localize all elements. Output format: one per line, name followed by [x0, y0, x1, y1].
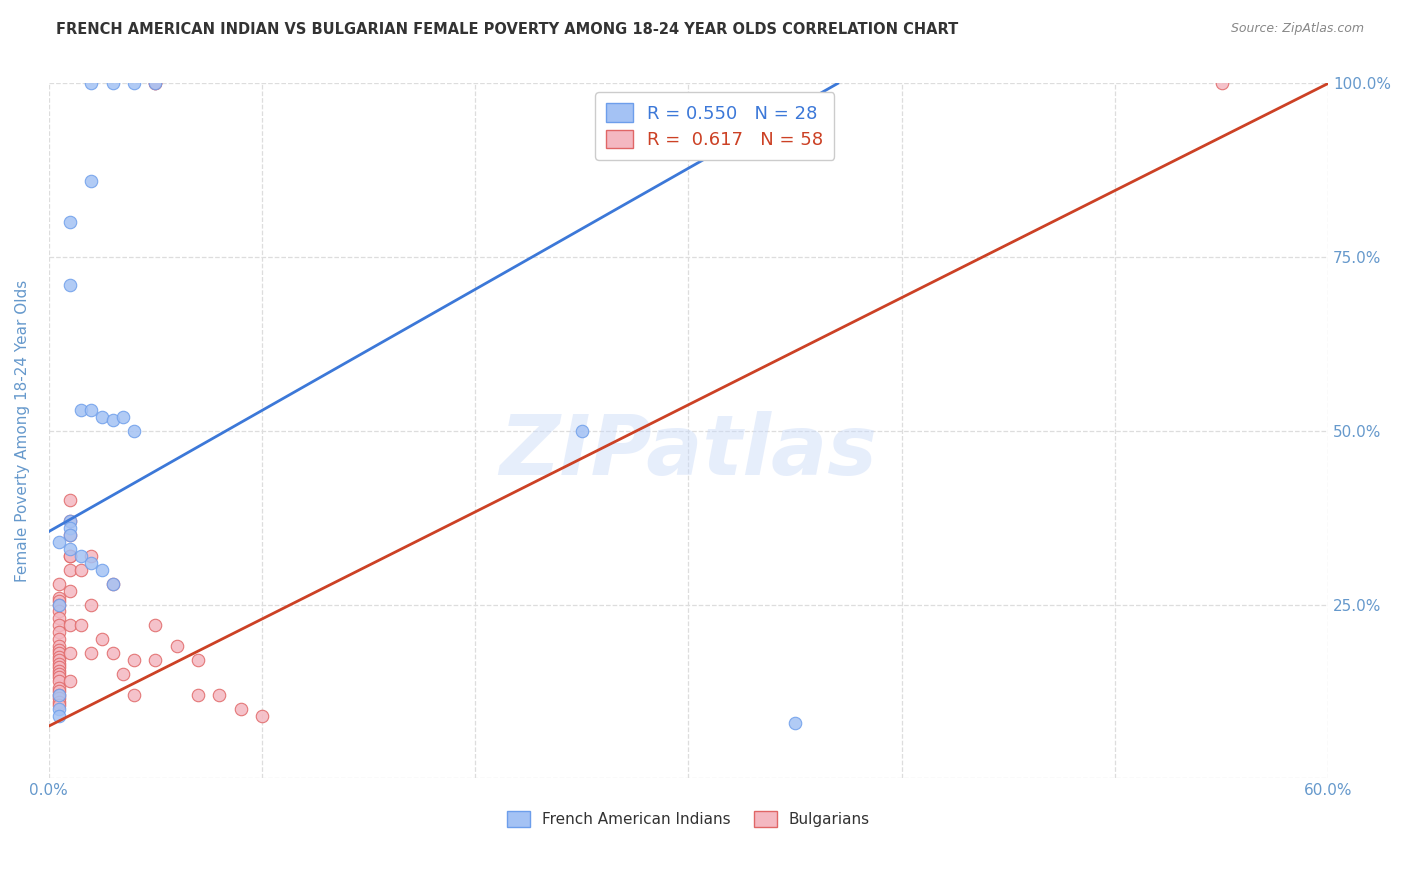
Point — [69, 618, 91, 632]
Point — [48, 598, 70, 612]
Point — [571, 424, 593, 438]
Point — [145, 653, 167, 667]
Point — [101, 576, 124, 591]
Point — [80, 598, 103, 612]
Point — [48, 698, 70, 713]
Point — [122, 424, 145, 438]
Point — [59, 646, 82, 660]
Point — [59, 563, 82, 577]
Point — [69, 403, 91, 417]
Point — [80, 77, 103, 91]
Point — [48, 688, 70, 702]
Point — [59, 673, 82, 688]
Point — [69, 563, 91, 577]
Point — [59, 541, 82, 556]
Point — [48, 598, 70, 612]
Point — [80, 646, 103, 660]
Point — [48, 667, 70, 681]
Point — [48, 671, 70, 685]
Point — [48, 605, 70, 619]
Point — [59, 521, 82, 535]
Text: Source: ZipAtlas.com: Source: ZipAtlas.com — [1230, 22, 1364, 36]
Point — [48, 649, 70, 664]
Point — [59, 514, 82, 528]
Point — [48, 660, 70, 674]
Point — [145, 77, 167, 91]
Point — [48, 611, 70, 625]
Point — [59, 528, 82, 542]
Point — [48, 642, 70, 657]
Point — [59, 493, 82, 508]
Text: FRENCH AMERICAN INDIAN VS BULGARIAN FEMALE POVERTY AMONG 18-24 YEAR OLDS CORRELA: FRENCH AMERICAN INDIAN VS BULGARIAN FEMA… — [56, 22, 959, 37]
Point — [783, 715, 806, 730]
Point — [48, 625, 70, 640]
Point — [101, 413, 124, 427]
Point — [101, 77, 124, 91]
Point — [1211, 77, 1233, 91]
Legend: French American Indians, Bulgarians: French American Indians, Bulgarians — [501, 805, 876, 833]
Point — [166, 639, 188, 653]
Point — [48, 673, 70, 688]
Point — [59, 277, 82, 292]
Point — [91, 632, 114, 647]
Point — [48, 646, 70, 660]
Point — [48, 681, 70, 695]
Point — [187, 653, 209, 667]
Point — [80, 403, 103, 417]
Point — [48, 691, 70, 706]
Point — [101, 576, 124, 591]
Point — [48, 618, 70, 632]
Point — [59, 549, 82, 563]
Point — [122, 653, 145, 667]
Point — [101, 646, 124, 660]
Point — [48, 664, 70, 678]
Point — [59, 528, 82, 542]
Point — [59, 549, 82, 563]
Point — [208, 688, 231, 702]
Y-axis label: Female Poverty Among 18-24 Year Olds: Female Poverty Among 18-24 Year Olds — [15, 280, 30, 582]
Point — [69, 549, 91, 563]
Point — [48, 639, 70, 653]
Point — [80, 549, 103, 563]
Point — [112, 667, 135, 681]
Point — [80, 174, 103, 188]
Point — [48, 702, 70, 716]
Point — [91, 563, 114, 577]
Point — [48, 576, 70, 591]
Point — [112, 409, 135, 424]
Point — [59, 514, 82, 528]
Point — [48, 535, 70, 549]
Point — [48, 594, 70, 608]
Point — [229, 702, 252, 716]
Text: ZIPatlas: ZIPatlas — [499, 411, 877, 492]
Point — [145, 77, 167, 91]
Point — [48, 591, 70, 605]
Point — [48, 657, 70, 671]
Point — [59, 583, 82, 598]
Point — [48, 695, 70, 709]
Point — [80, 556, 103, 570]
Point — [145, 77, 167, 91]
Point — [250, 708, 273, 723]
Point — [48, 653, 70, 667]
Point — [145, 618, 167, 632]
Point — [91, 409, 114, 424]
Point — [187, 688, 209, 702]
Point — [48, 632, 70, 647]
Point — [48, 684, 70, 698]
Point — [48, 708, 70, 723]
Point — [59, 215, 82, 229]
Point — [48, 688, 70, 702]
Point — [122, 688, 145, 702]
Point — [122, 77, 145, 91]
Point — [59, 618, 82, 632]
